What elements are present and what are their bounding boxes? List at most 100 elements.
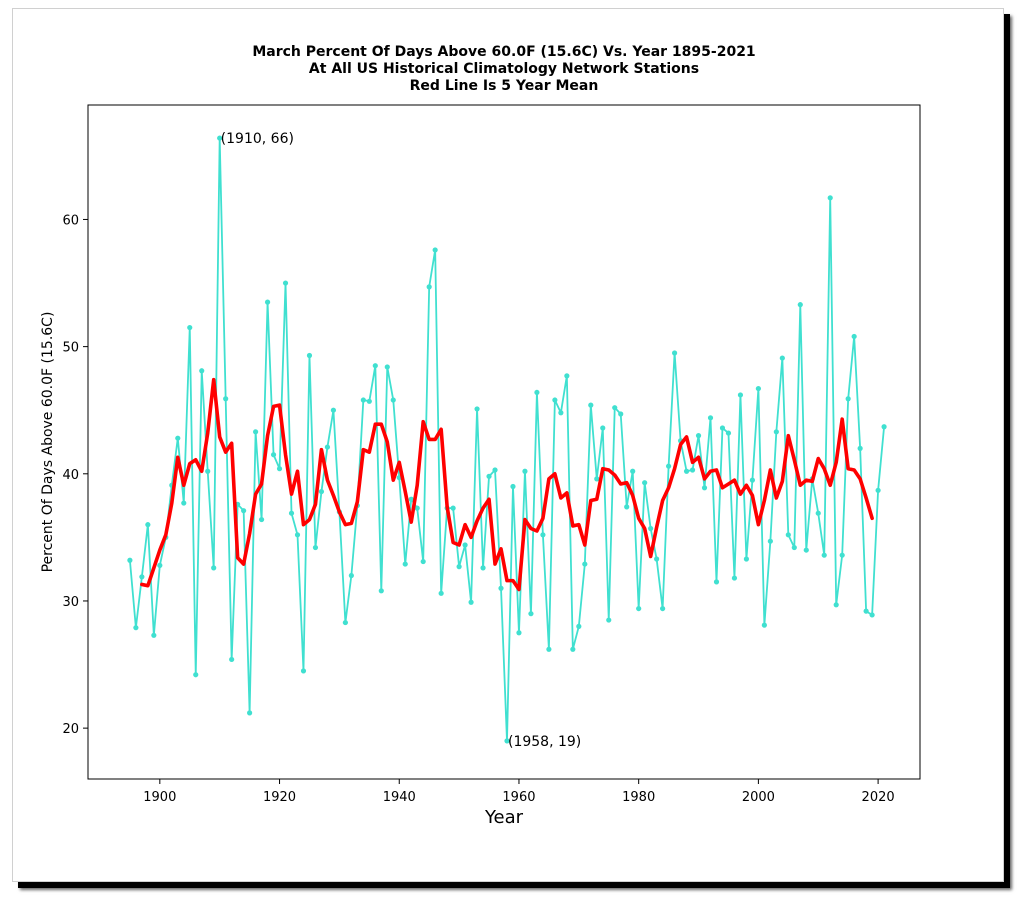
title-line-1: March Percent Of Days Above 60.0F (15.6C… [252,44,755,60]
data-point [306,352,313,359]
data-point [294,532,301,538]
annotation-label: (1910, 66) [221,131,294,147]
data-point [737,392,744,398]
data-point [492,467,498,473]
y-tick-label: 50 [62,341,79,356]
data-point [258,516,265,523]
data-point [731,575,738,581]
title-line-2: At All US Historical Climatology Network… [309,61,699,77]
data-point [612,405,618,411]
data-point [618,411,624,417]
data-point [151,632,157,638]
y-tick-label: 20 [62,722,79,737]
data-point [420,558,426,565]
data-point [803,547,809,553]
data-point [588,402,594,408]
data-point [863,608,869,614]
data-point [205,468,211,474]
data-point [504,738,510,744]
data-point [139,574,145,580]
data-point [654,556,660,562]
data-point [642,480,648,486]
data-point [486,473,492,479]
data-point [372,363,378,369]
data-point [366,398,372,404]
data-point [755,385,761,392]
data-point [839,552,845,558]
data-point [342,619,348,626]
data-point [881,424,887,430]
data-point [247,710,253,716]
data-point [288,510,295,516]
series-mean [140,377,874,592]
data-point [773,429,779,435]
data-point [181,500,187,506]
title-line-3: Red Line Is 5 Year Mean [410,78,599,94]
data-point [241,508,247,514]
x-tick-label: 2000 [742,790,775,805]
data-point [761,622,767,628]
data-point [252,429,259,435]
data-point [845,396,851,402]
data-point [534,389,540,396]
series-main [127,135,887,744]
data-point [815,510,821,516]
data-point [330,407,337,413]
data-point [666,463,672,469]
data-point [552,397,558,403]
data-point [749,477,756,483]
data-point [660,605,666,612]
data-point [833,602,839,608]
data-point [600,425,606,431]
data-point [516,630,522,636]
data-point [779,355,785,361]
x-tick-label: 1920 [263,790,296,805]
data-point [480,565,486,571]
data-point [300,668,307,674]
data-point [199,368,205,374]
x-tick-label: 2020 [862,790,895,805]
data-point [510,483,516,490]
data-point [743,556,750,562]
y-axis: 20 30 40 50 60 [62,213,88,737]
data-point [767,538,773,544]
data-point [582,561,588,567]
data-point [408,496,414,502]
data-point [689,467,696,473]
data-point [630,468,636,474]
data-point [851,333,857,340]
data-point [438,590,444,596]
data-point [636,605,642,612]
data-point [576,623,582,629]
annotations: (1910, 66) (1958, 19) [221,131,582,750]
data-point [456,564,462,570]
x-axis-label: Year [484,807,524,828]
chart-title: March Percent Of Days Above 60.0F (15.6C… [252,44,755,94]
data-point [564,373,570,379]
data-point [127,557,133,563]
data-point [725,430,732,436]
data-point [540,532,546,538]
data-point [624,504,630,510]
data-point [426,284,432,290]
data-point [312,544,319,551]
data-point [390,397,396,403]
data-point [474,406,480,412]
data-point [797,302,803,308]
data-point [546,646,552,652]
data-point [827,195,833,201]
annotation-label: (1958, 19) [508,734,581,750]
data-point [683,468,690,474]
data-point [402,561,408,567]
data-point [468,599,474,605]
mean-line [140,377,874,592]
data-point [498,585,504,591]
data-point [707,415,714,421]
y-axis-label: Percent Of Days Above 60.0F (15.6C) [40,312,56,573]
data-point [211,565,217,571]
data-point [522,468,528,474]
y-tick-label: 30 [62,595,79,610]
data-point [324,444,331,450]
data-point [821,552,827,558]
